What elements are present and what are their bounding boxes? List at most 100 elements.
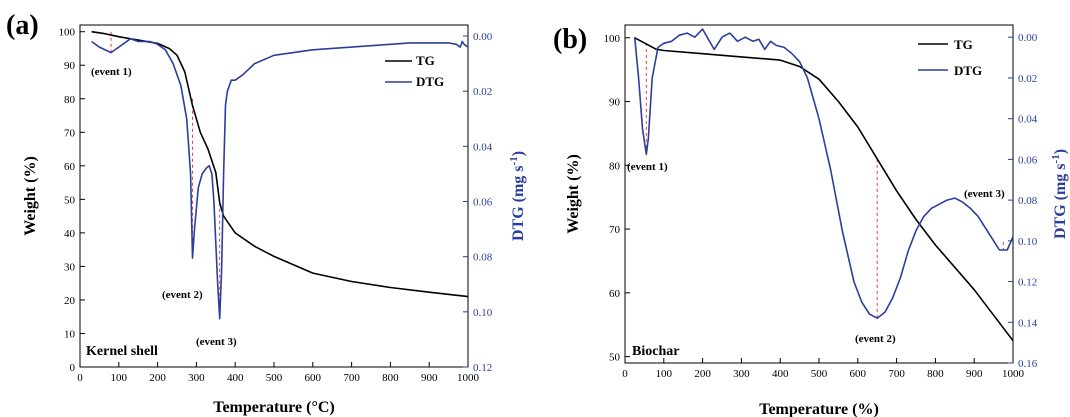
y-tick-label: 10 bbox=[64, 328, 76, 340]
y2-axis-title-end: ) bbox=[1052, 149, 1069, 154]
y2-axis-title-main: DTG (mg s bbox=[510, 165, 527, 241]
y-tick-label: 20 bbox=[64, 295, 76, 307]
x-tick-label: 600 bbox=[305, 372, 322, 384]
y-tick-label: 100 bbox=[604, 33, 621, 45]
y-tick-label: 100 bbox=[59, 27, 76, 39]
y2-axis-title-end: ) bbox=[510, 151, 527, 156]
series-line-tg bbox=[634, 37, 1014, 342]
panel-b: (b) 0 100 200 300 400 500 600 700 800 900 1000 50 6… bbox=[553, 24, 1069, 417]
legend-label-dtg: DTG bbox=[416, 74, 444, 89]
series-lines bbox=[91, 30, 469, 320]
panel-label: (a) bbox=[6, 10, 39, 41]
y2-tick-label: 0.12 bbox=[1018, 277, 1037, 289]
series-lines bbox=[633, 28, 1014, 342]
x-tick-label: 400 bbox=[772, 368, 789, 380]
x-axis-ticks: 0 100 200 300 400 500 600 700 800 900 1000 bbox=[77, 362, 480, 384]
legend-label-tg: TG bbox=[416, 53, 435, 68]
y2-tick-label: 0.10 bbox=[473, 307, 493, 319]
y2-tick-label: 0.00 bbox=[1018, 32, 1038, 44]
y-axis-ticks: 50 60 70 80 90 100 bbox=[604, 33, 630, 364]
sample-label: Kernel shell bbox=[86, 344, 158, 359]
x-tick-label: 300 bbox=[733, 368, 750, 380]
y2-tick-label: 0.02 bbox=[473, 86, 492, 98]
y-axis-title: Weight (%) bbox=[565, 154, 582, 234]
annotation-event-2: (event 2) bbox=[855, 333, 896, 345]
panel-a: (a) 0 100 200 300 400 500 600 700 800 900 1000 0 10… bbox=[6, 10, 527, 416]
x-axis-title: Temperature (%) bbox=[759, 401, 879, 417]
y-tick-label: 50 bbox=[609, 352, 621, 364]
y2-tick-label: 0.10 bbox=[1018, 236, 1038, 248]
annotation-event-1: (event 1) bbox=[627, 161, 668, 173]
y-axis-ticks: 0 10 20 30 40 50 60 70 80 90 100 bbox=[59, 27, 85, 374]
legend-label-dtg: DTG bbox=[954, 63, 982, 78]
y2-tick-label: 0.06 bbox=[1018, 154, 1038, 166]
x-tick-label: 1000 bbox=[1002, 368, 1025, 380]
annotation-event-2: (event 2) bbox=[162, 289, 203, 301]
panel-label: (b) bbox=[553, 24, 587, 55]
x-tick-label: 200 bbox=[149, 372, 166, 384]
x-tick-label: 500 bbox=[811, 368, 828, 380]
legend: TG DTG bbox=[918, 37, 982, 78]
annotation-event-3: (event 3) bbox=[964, 188, 1005, 200]
y2-axis-title-main: DTG (mg s bbox=[1052, 163, 1069, 239]
x-tick-label: 900 bbox=[966, 368, 983, 380]
series-line-dtg bbox=[91, 37, 469, 320]
x-tick-label: 800 bbox=[382, 372, 399, 384]
y-tick-label: 50 bbox=[64, 194, 76, 206]
x-axis-ticks: 0 100 200 300 400 500 600 700 800 900 1000 bbox=[622, 358, 1025, 380]
y2-axis-title-sup: -1 bbox=[508, 156, 520, 165]
series-line-dtg bbox=[633, 28, 1014, 320]
annotation-event-3: (event 3) bbox=[196, 336, 237, 348]
y2-tick-label: 0.04 bbox=[1018, 114, 1038, 126]
x-tick-label: 700 bbox=[343, 372, 360, 384]
annotation-event-1: (event 1) bbox=[91, 66, 132, 78]
x-tick-label: 200 bbox=[694, 368, 711, 380]
y2-axis-ticks: 0.00 0.02 0.04 0.06 0.08 0.10 0.12 bbox=[463, 31, 493, 374]
y-tick-label: 80 bbox=[609, 160, 621, 172]
x-tick-label: 800 bbox=[927, 368, 944, 380]
x-tick-label: 0 bbox=[622, 368, 628, 380]
y2-axis-title-sup: -1 bbox=[1050, 154, 1062, 163]
x-tick-label: 100 bbox=[111, 372, 128, 384]
y2-axis-title: DTG (mg s-1) bbox=[508, 151, 527, 241]
y2-tick-label: 0.04 bbox=[473, 141, 493, 153]
x-tick-label: 700 bbox=[888, 368, 905, 380]
y2-tick-label: 0.16 bbox=[1018, 358, 1038, 370]
y-tick-label: 40 bbox=[64, 228, 76, 240]
x-tick-label: 500 bbox=[266, 372, 283, 384]
y-tick-label: 90 bbox=[64, 60, 76, 72]
x-axis-title: Temperature (°C) bbox=[213, 399, 334, 416]
y2-tick-label: 0.00 bbox=[473, 31, 493, 43]
plot-area bbox=[79, 24, 469, 368]
y-tick-label: 80 bbox=[64, 94, 76, 106]
x-tick-label: 400 bbox=[227, 372, 244, 384]
x-tick-label: 300 bbox=[188, 372, 205, 384]
y-tick-label: 70 bbox=[64, 127, 76, 139]
y-tick-label: 30 bbox=[64, 261, 76, 273]
y2-tick-label: 0.02 bbox=[1018, 73, 1037, 85]
series-line-tg bbox=[91, 30, 469, 298]
x-tick-label: 900 bbox=[421, 372, 438, 384]
x-tick-label: 100 bbox=[656, 368, 673, 380]
y-tick-label: 70 bbox=[609, 224, 621, 236]
y2-axis-title: DTG (mg s-1) bbox=[1050, 149, 1069, 239]
y2-tick-label: 0.06 bbox=[473, 197, 493, 209]
y-tick-label: 60 bbox=[64, 161, 76, 173]
legend: TG DTG bbox=[385, 53, 444, 89]
y-tick-label: 90 bbox=[609, 97, 621, 109]
y-tick-label: 60 bbox=[609, 288, 621, 300]
legend-label-tg: TG bbox=[954, 37, 973, 52]
y2-tick-label: 0.12 bbox=[473, 362, 492, 374]
x-tick-label: 600 bbox=[850, 368, 867, 380]
y-tick-label: 0 bbox=[70, 362, 76, 374]
y2-tick-label: 0.14 bbox=[1018, 317, 1038, 329]
y2-axis-ticks: 0.00 0.02 0.04 0.06 0.08 0.10 0.12 0.14 0.16 bbox=[1008, 32, 1038, 370]
x-tick-label: 1000 bbox=[457, 372, 480, 384]
y2-tick-label: 0.08 bbox=[473, 252, 493, 264]
event-markers bbox=[645, 42, 1004, 319]
x-tick-label: 0 bbox=[77, 372, 83, 384]
y-axis-title: Weight (%) bbox=[22, 156, 39, 236]
sample-label: Biochar bbox=[632, 344, 679, 359]
y2-tick-label: 0.08 bbox=[1018, 195, 1038, 207]
